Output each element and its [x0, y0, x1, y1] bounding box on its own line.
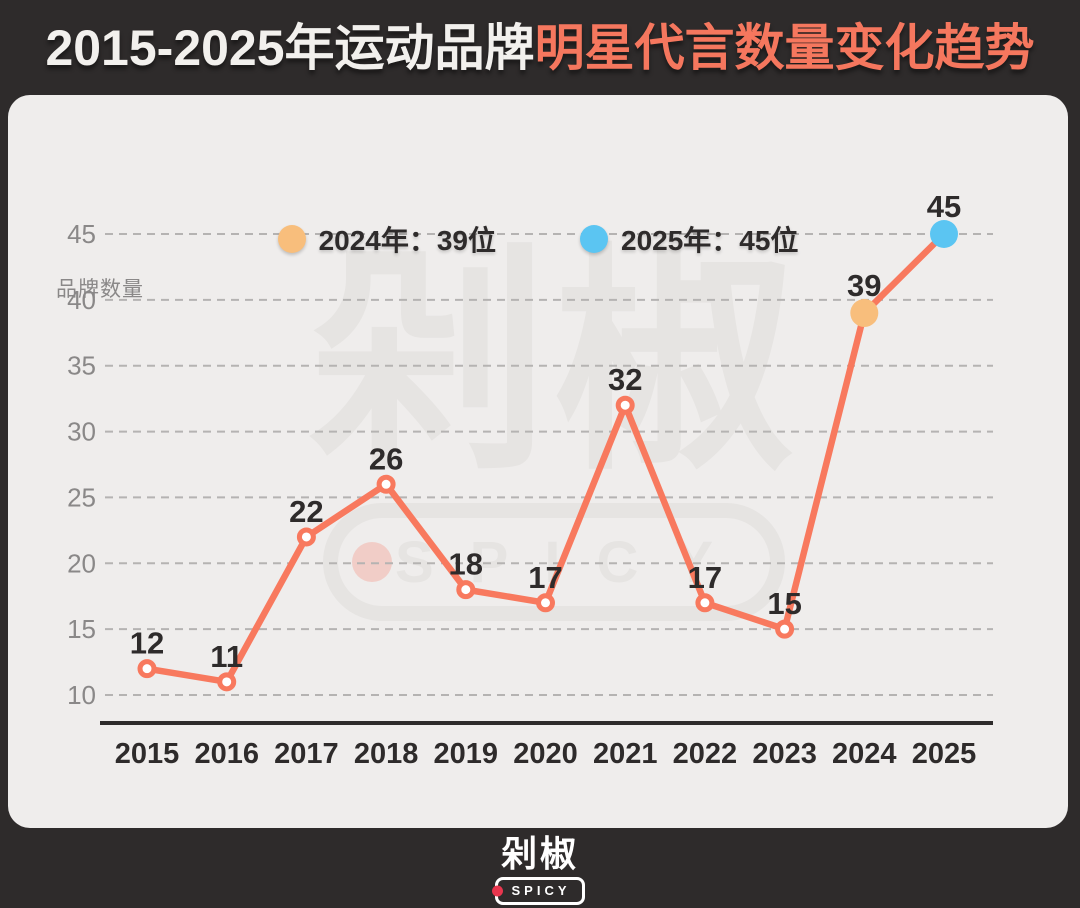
x-tick-label: 2018 [354, 738, 419, 770]
y-tick-label: 25 [67, 482, 96, 512]
legend-label-2024: 2024年：39位 [318, 225, 496, 256]
legend-item-2025: 2025年：45位 [580, 219, 798, 259]
data-point-label: 26 [369, 441, 403, 476]
y-tick-label: 35 [67, 351, 96, 381]
data-point [775, 619, 795, 639]
page-title-highlight: 明星代言数量变化趋势 [534, 19, 1035, 76]
data-point-highlight [850, 299, 879, 328]
y-tick-label: 40 [67, 285, 96, 315]
y-tick-label: 30 [67, 417, 96, 447]
x-tick-label: 2016 [194, 738, 259, 770]
data-point-label: 15 [767, 586, 801, 621]
y-tick-label: 10 [67, 680, 96, 710]
x-tick-label: 2023 [752, 738, 817, 770]
data-point [536, 593, 555, 613]
data-point-label: 17 [528, 560, 562, 595]
data-point [695, 593, 715, 613]
footer-logo-text: 剁椒 [500, 833, 579, 874]
data-point-label: 22 [289, 494, 323, 529]
legend-label-2025: 2025年：45位 [621, 225, 799, 256]
legend-item-2024: 2024年：39位 [277, 219, 496, 259]
page-title-prefix: 2015-2025年运动品牌 [45, 19, 535, 76]
footer-spicy-label: SPICY [511, 883, 571, 898]
data-point-label: 18 [449, 547, 483, 582]
data-point [615, 395, 635, 415]
footer-spicy-badge: SPICY [492, 877, 585, 905]
data-point [137, 659, 157, 679]
page-title: 2015-2025年运动品牌明星代言数量变化趋势 [45, 23, 1034, 73]
data-point-label: 17 [688, 560, 722, 595]
data-point [217, 672, 237, 692]
footer-pepper-dot-icon [492, 885, 504, 897]
x-tick-label: 2021 [593, 738, 658, 770]
x-tick-label: 2017 [274, 738, 339, 770]
y-tick-label: 45 [67, 219, 96, 249]
chart-panel: 剁椒 SPICY 10 15 20 25 30 35 40 45 2015 2016 2017 201… [8, 95, 1068, 828]
x-tick-label: 2015 [115, 738, 180, 770]
data-point-highlight [930, 220, 958, 248]
x-tick-label: 2019 [434, 738, 499, 770]
title-bar: 2015-2025年运动品牌明星代言数量变化趋势 [0, 0, 1080, 95]
data-point [376, 474, 396, 494]
x-tick-label: 2024 [832, 738, 897, 770]
data-point-label: 39 [847, 268, 881, 303]
data-point [456, 580, 476, 600]
chart-legend: 2024年：39位 2025年：45位 [8, 219, 1068, 259]
data-point-label: 12 [130, 626, 164, 661]
x-tick-label: 2020 [513, 738, 578, 770]
footer: 剁椒 SPICY [0, 828, 1080, 908]
data-point-label: 32 [608, 362, 642, 397]
y-axis-title: 品牌数量 [56, 278, 144, 301]
x-tick-label: 2025 [912, 738, 977, 770]
legend-dot-2024 [277, 225, 306, 253]
y-tick-label: 15 [67, 614, 96, 644]
x-tick-label: 2022 [673, 738, 738, 770]
trend-line [143, 230, 948, 686]
y-tick-label: 20 [67, 548, 96, 578]
data-point [296, 527, 316, 547]
data-point-label: 45 [927, 189, 961, 224]
data-point-label: 11 [210, 639, 243, 674]
legend-dot-2025 [580, 225, 608, 253]
